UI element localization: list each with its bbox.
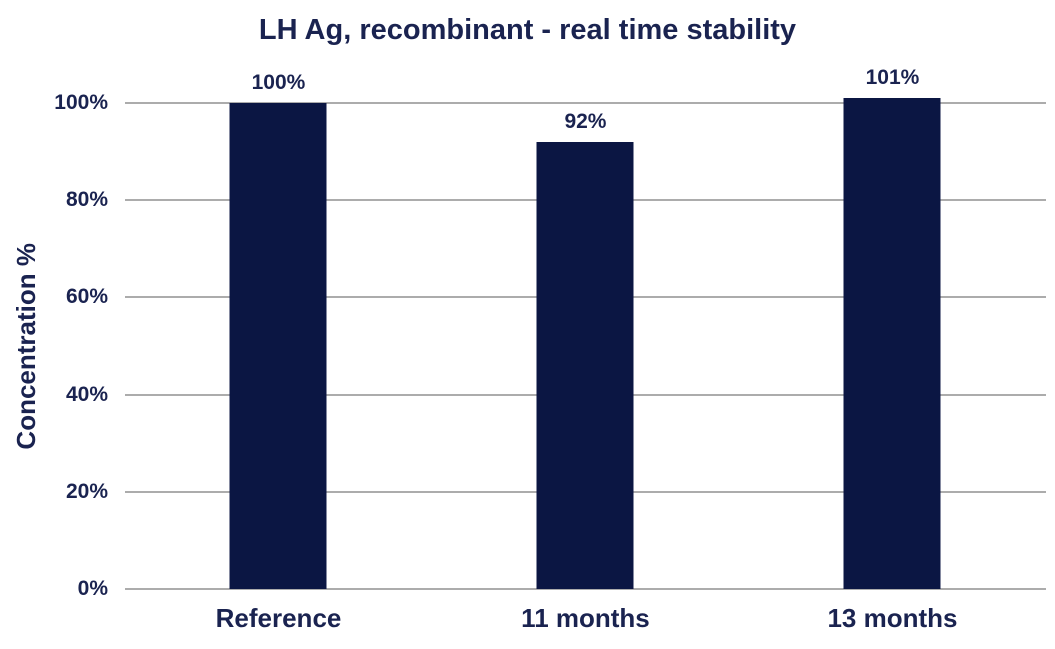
bar-value-label: 101% <box>865 66 920 90</box>
bar-slot: 100% Reference <box>125 72 432 634</box>
y-tick-label: 60% <box>65 285 108 309</box>
y-axis-title: Concentration % <box>6 103 46 589</box>
y-tick-label: 20% <box>65 479 108 503</box>
gridline-0 <box>125 588 1046 590</box>
x-axis-label: Reference <box>215 603 342 633</box>
bar-value-label: 92% <box>564 109 607 133</box>
gridline-100 <box>125 102 1046 104</box>
bar-slot: 101% 13 months <box>739 67 1046 633</box>
y-tick-label: 80% <box>65 188 108 212</box>
y-tick-label: 40% <box>65 382 108 406</box>
bar-slot: 92% 11 months <box>432 103 739 633</box>
y-axis-title-text: Concentration % <box>10 242 41 450</box>
y-tick-label: 0% <box>77 577 108 600</box>
x-axis-label: 11 months <box>521 603 650 633</box>
y-tick-label: 100% <box>54 91 108 114</box>
plot-area: 0% 20% 40% 60% 80% 100% 100% Reference 92% 11 mon… <box>54 67 1046 634</box>
bar-value-label: 100% <box>251 71 306 94</box>
chart-title: LH Ag, recombinant - real time stability <box>258 14 797 46</box>
bar <box>843 98 941 589</box>
x-axis-label: 13 months <box>827 603 958 633</box>
bar <box>229 103 327 589</box>
bar <box>536 141 634 589</box>
